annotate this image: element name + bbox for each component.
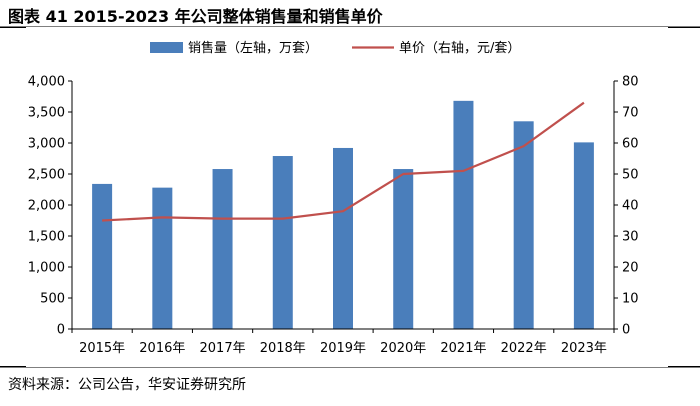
legend: 销售量（左轴，万套） 单价（右轴，元/套）	[150, 40, 520, 56]
right-tick-label: 30	[622, 230, 639, 245]
x-tick-label: 2017年	[200, 341, 246, 356]
corner-mark-top-left	[0, 27, 26, 28]
bar-2021年	[453, 100, 474, 329]
right-tick-label: 60	[622, 137, 639, 152]
right-tick-label: 50	[622, 168, 639, 183]
x-tick-label: 2019年	[320, 341, 366, 356]
x-tick-label: 2023年	[561, 341, 607, 356]
legend-line-label: 单价（右轴，元/套）	[399, 40, 520, 56]
right-tick-label: 10	[622, 292, 639, 307]
title-divider	[0, 26, 700, 27]
corner-mark-bottom-right	[668, 366, 700, 367]
bar-2019年	[333, 147, 353, 329]
left-tick-label: 0	[57, 323, 65, 338]
bar-2017年	[212, 169, 233, 329]
line-series	[102, 101, 585, 222]
corner-mark-top-right	[668, 27, 700, 28]
left-tick-label: 3,500	[28, 106, 65, 121]
footer-divider	[0, 367, 700, 368]
bar-2016年	[152, 187, 173, 329]
bar-2022年	[513, 121, 534, 329]
right-tick-label: 70	[622, 106, 639, 121]
bar-2020年	[393, 169, 414, 329]
right-tick-label: 0	[622, 323, 630, 338]
left-axis: 0 500 1,000 1,500 2,000 2,500 3,000 3,500 4,000	[28, 75, 72, 338]
bar-series	[92, 100, 594, 329]
source-note: 资料来源：公司公告，华安证券研究所	[8, 377, 246, 393]
right-tick-label: 40	[622, 199, 639, 214]
x-tick-label: 2021年	[440, 341, 486, 356]
legend-bar-swatch	[150, 42, 183, 53]
legend-bar-label: 销售量（左轴，万套）	[188, 40, 318, 56]
bar-2023年	[573, 142, 594, 329]
left-tick-label: 500	[40, 292, 65, 307]
x-tick-label: 2020年	[380, 341, 426, 356]
left-tick-label: 2,500	[28, 168, 65, 183]
chart-title: 图表 41 2015-2023 年公司整体销售量和销售单价	[8, 7, 383, 26]
x-tick-label: 2022年	[501, 341, 547, 356]
left-tick-label: 3,000	[28, 137, 65, 152]
right-tick-label: 20	[622, 261, 639, 276]
right-tick-label: 80	[622, 75, 639, 90]
x-tick-label: 2016年	[139, 341, 185, 356]
corner-mark-bottom-left	[0, 366, 26, 367]
x-axis-labels: 2015年 2016年 2017年 2018年 2019年 2020年 2021年 2022年…	[79, 341, 607, 356]
left-tick-label: 1,000	[28, 261, 65, 276]
left-tick-label: 4,000	[28, 75, 65, 90]
bar-2018年	[272, 156, 293, 329]
left-tick-label: 1,500	[28, 230, 65, 245]
right-axis: 0 10 20 30 40 50 60 70 80	[614, 75, 639, 338]
axis-lines	[71, 81, 615, 333]
x-tick-label: 2018年	[260, 341, 306, 356]
bar-2015年	[92, 183, 113, 329]
left-tick-label: 2,000	[28, 199, 65, 214]
x-tick-label: 2015年	[79, 341, 125, 356]
